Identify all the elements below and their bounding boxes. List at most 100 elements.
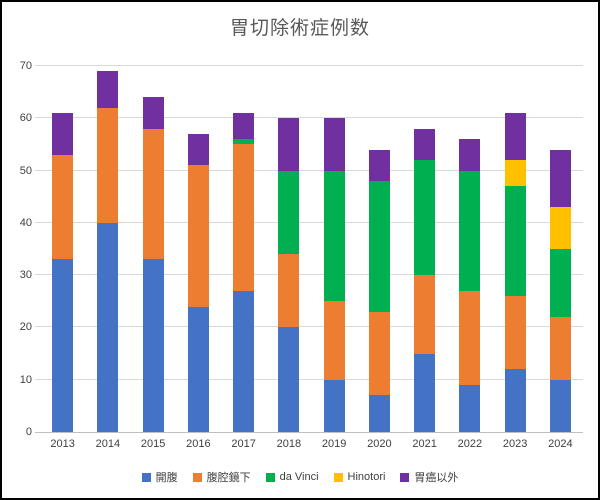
y-tick-label: 30 xyxy=(19,269,32,282)
x-tick-label: 2020 xyxy=(367,438,392,450)
bar-segment-da Vinci xyxy=(549,249,571,317)
bar-segment-胃癌以外 xyxy=(459,139,481,171)
bar-2020 xyxy=(368,66,390,432)
bar-segment-腹腔鏡下 xyxy=(97,107,119,223)
legend-item-胃癌以外: 胃癌以外 xyxy=(400,469,458,485)
legend-label: da Vinci xyxy=(279,471,319,483)
bar-segment-開腹 xyxy=(459,384,481,432)
bar-segment-腹腔鏡下 xyxy=(504,296,526,370)
bar-segment-胃癌以外 xyxy=(97,71,119,108)
bar-segment-胃癌以外 xyxy=(187,133,209,166)
y-tick-label: 20 xyxy=(19,321,32,334)
y-tick-label: 0 xyxy=(25,426,32,438)
gridline xyxy=(40,326,583,328)
bar-2021 xyxy=(414,66,436,432)
bar-segment-da Vinci xyxy=(368,181,390,312)
x-tick-label: 2018 xyxy=(276,438,302,450)
x-tick-label: 2021 xyxy=(412,438,437,450)
x-axis-line xyxy=(35,432,583,433)
bar-2024 xyxy=(549,66,571,432)
bar-segment-開腹 xyxy=(233,290,255,432)
bar-segment-開腹 xyxy=(504,369,526,432)
bar-segment-腹腔鏡下 xyxy=(549,316,571,380)
gridline xyxy=(40,274,583,276)
bar-segment-腹腔鏡下 xyxy=(52,154,74,260)
bar-segment-開腹 xyxy=(278,327,300,432)
legend-swatch xyxy=(141,472,151,482)
y-tick-mark xyxy=(35,378,40,380)
y-tick-mark xyxy=(35,117,40,119)
bar-segment-Hinotori xyxy=(504,160,526,187)
bar-segment-腹腔鏡下 xyxy=(459,290,481,385)
y-tick-mark xyxy=(35,221,40,223)
bar-segment-腹腔鏡下 xyxy=(278,254,300,328)
chart-title: 胃切除術症例数 xyxy=(229,18,370,39)
x-tick-label: 2019 xyxy=(321,438,347,450)
y-tick-label: 50 xyxy=(19,164,32,177)
bar-segment-腹腔鏡下 xyxy=(142,128,164,260)
legend-item-da Vinci: da Vinci xyxy=(265,471,319,483)
y-tick-mark xyxy=(35,65,40,66)
y-tick-mark xyxy=(35,326,40,328)
bar-segment-胃癌以外 xyxy=(504,113,526,161)
bar-segment-腹腔鏡下 xyxy=(414,275,436,354)
legend-swatch xyxy=(400,472,410,482)
bar-segment-腹腔鏡下 xyxy=(187,165,209,307)
bar-segment-胃癌以外 xyxy=(323,118,345,171)
bar-segment-開腹 xyxy=(187,306,209,432)
bar-2013 xyxy=(52,66,74,432)
y-tick-mark xyxy=(35,274,40,276)
legend-item-腹腔鏡下: 腹腔鏡下 xyxy=(192,469,251,485)
x-tick-label: 2015 xyxy=(140,438,166,450)
bar-segment-腹腔鏡下 xyxy=(233,144,255,291)
legend: 開腹 腹腔鏡下 da Vinci Hinotori 胃癌以外 xyxy=(2,469,598,485)
x-tick-label: 2013 xyxy=(50,438,75,450)
bar-segment-胃癌以外 xyxy=(549,149,571,208)
bar-segment-胃癌以外 xyxy=(414,128,436,161)
legend-label: 開腹 xyxy=(155,472,178,484)
x-tick-label: 2023 xyxy=(502,438,528,450)
legend-item-Hinotori: Hinotori xyxy=(333,471,385,483)
x-tick-label: 2024 xyxy=(548,438,573,450)
legend-swatch xyxy=(192,472,202,482)
gridline xyxy=(40,65,583,66)
bar-segment-開腹 xyxy=(323,379,345,432)
gridline xyxy=(40,378,583,380)
bar-segment-腹腔鏡下 xyxy=(323,301,345,380)
bar-segment-Hinotori xyxy=(549,207,571,249)
bar-segment-腹腔鏡下 xyxy=(368,311,390,396)
bar-segment-開腹 xyxy=(52,259,74,432)
bar-2023 xyxy=(504,66,526,432)
y-tick-mark xyxy=(35,169,40,171)
gridline xyxy=(40,117,583,119)
x-tick-label: 2014 xyxy=(95,438,121,450)
bar-2017 xyxy=(233,66,255,432)
bar-segment-胃癌以外 xyxy=(368,149,390,182)
x-tick-label: 2016 xyxy=(186,438,211,450)
bar-segment-胃癌以外 xyxy=(142,97,164,129)
y-tick-label: 10 xyxy=(19,373,32,386)
x-tick-label: 2017 xyxy=(231,438,256,450)
bar-2018 xyxy=(278,66,300,432)
bar-segment-da Vinci xyxy=(233,139,255,145)
x-tick-label: 2022 xyxy=(457,438,483,450)
legend-swatch xyxy=(333,472,343,482)
gridline xyxy=(40,221,583,223)
bar-segment-胃癌以外 xyxy=(233,113,255,140)
legend-item-開腹: 開腹 xyxy=(141,469,178,485)
bar-2014 xyxy=(97,66,119,432)
legend-label: 胃癌以外 xyxy=(414,472,459,484)
y-tick-label: 60 xyxy=(19,112,32,125)
bar-segment-開腹 xyxy=(549,379,571,432)
bar-segment-da Vinci xyxy=(323,170,345,302)
bar-segment-da Vinci xyxy=(459,170,481,291)
gridline xyxy=(40,169,583,171)
bar-2022 xyxy=(459,66,481,432)
bar-segment-胃癌以外 xyxy=(52,113,74,155)
legend-label: 腹腔鏡下 xyxy=(206,472,251,484)
bar-segment-da Vinci xyxy=(504,186,526,297)
y-tick-label: 40 xyxy=(19,216,32,229)
bar-segment-開腹 xyxy=(368,395,390,432)
bar-segment-da Vinci xyxy=(414,160,436,276)
